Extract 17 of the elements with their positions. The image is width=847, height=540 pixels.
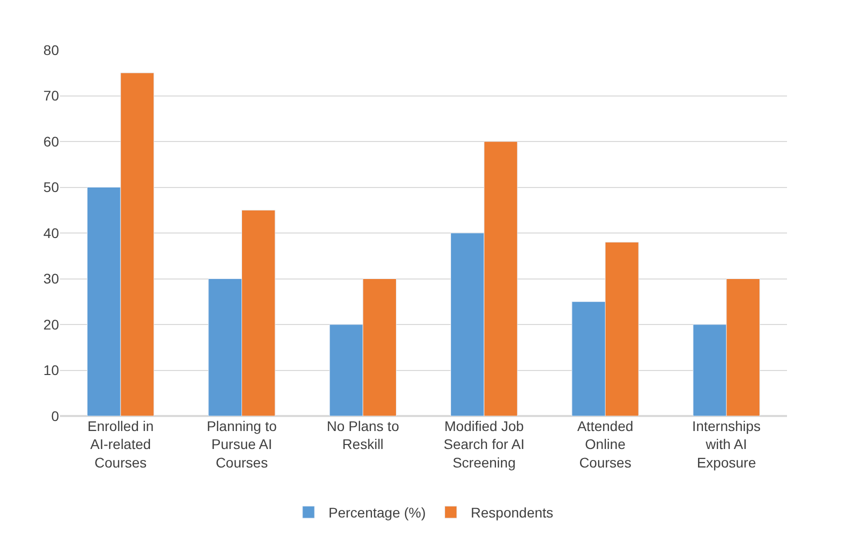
y-tick-label: 0 (51, 408, 60, 424)
y-tick-label: 10 (43, 362, 60, 378)
y-tick-label: 60 (43, 133, 60, 150)
x-tick-label: No Plans to Reskill (326, 418, 400, 452)
y-tick-label: 70 (43, 88, 60, 104)
y-tick-label: 40 (43, 224, 60, 241)
x-tick-label: Planning to Pursue AI Courses (206, 418, 277, 470)
x-tick-label: Modified Job Search for AI Screening (444, 418, 525, 470)
y-tick-label: 50 (43, 179, 60, 196)
legend-label: Respondents (470, 504, 554, 521)
x-tick-label: Attended Online Courses (577, 418, 634, 470)
x-tick-label: Internships with AI Exposure (692, 418, 761, 470)
x-tick-label: Enrolled in AI-related Courses (88, 418, 154, 470)
y-tick-label: 20 (43, 316, 60, 332)
legend-label: Percentage (%) (328, 504, 426, 521)
y-tick-label: 80 (43, 42, 60, 58)
y-tick-label: 30 (43, 270, 60, 287)
